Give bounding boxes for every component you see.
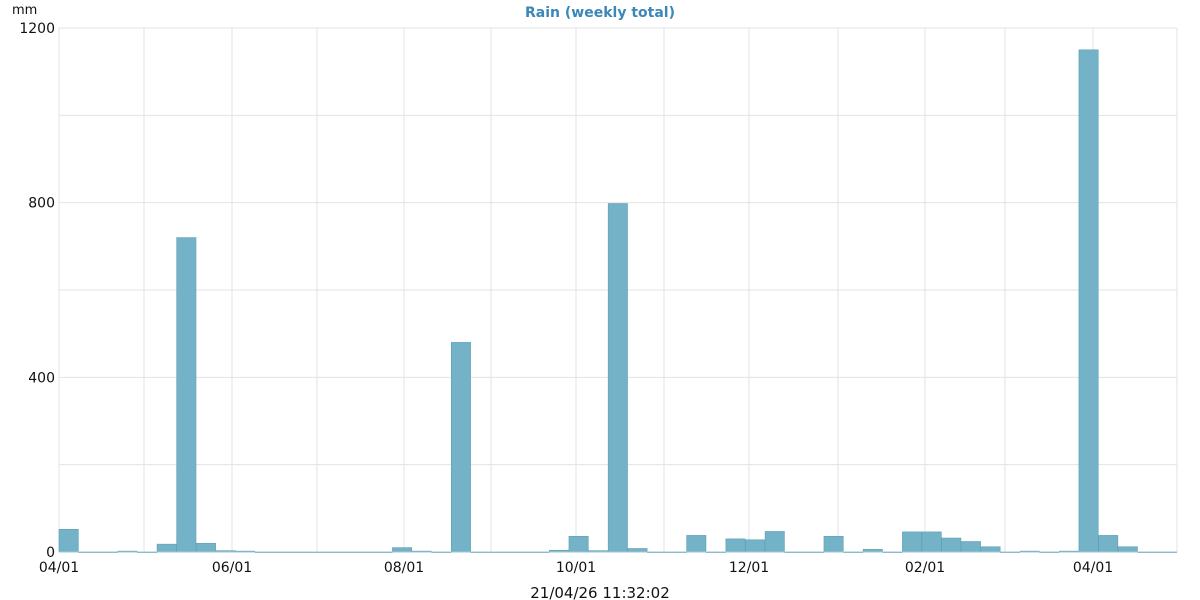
bar	[568, 535, 589, 553]
bar	[960, 541, 981, 553]
grid	[58, 27, 1178, 553]
bar	[196, 542, 216, 553]
bar	[450, 342, 471, 553]
bar	[921, 531, 942, 553]
bar	[176, 237, 197, 553]
timestamp: 21/04/26 11:32:02	[530, 584, 670, 600]
bar	[686, 535, 707, 553]
x-tick-label: 10/01	[556, 560, 596, 576]
y-tick-label: 800	[28, 196, 55, 212]
bar	[607, 203, 628, 553]
bar	[725, 538, 746, 553]
bar	[941, 537, 962, 553]
x-tick-label: 04/01	[1073, 560, 1113, 576]
bars	[58, 49, 1178, 553]
bar	[823, 535, 844, 553]
bar	[902, 531, 923, 553]
x-tick-label: 02/01	[905, 560, 945, 576]
y-tick-label: 1200	[19, 21, 55, 37]
bar	[58, 528, 79, 553]
x-tick-label: 12/01	[729, 560, 769, 576]
y-tick-label: 0	[46, 545, 55, 561]
bar	[392, 547, 413, 553]
bar	[1117, 546, 1138, 553]
bar	[1078, 49, 1099, 553]
x-tick-label: 08/01	[384, 560, 424, 576]
bar	[745, 539, 766, 553]
bar	[156, 543, 177, 553]
bar	[764, 531, 785, 553]
chart-title: Rain (weekly total)	[525, 5, 675, 21]
y-axis-unit: mm	[12, 3, 37, 18]
axes: 0 400 800 1200 04/01 06/01 08/01 10/01 12/01 02/0…	[19, 21, 1177, 576]
bar	[627, 548, 648, 553]
x-tick-label: 06/01	[212, 560, 252, 576]
x-tick-label: 04/01	[39, 560, 79, 576]
bar	[1098, 535, 1119, 553]
y-tick-label: 400	[28, 370, 55, 386]
bar	[980, 546, 1001, 553]
